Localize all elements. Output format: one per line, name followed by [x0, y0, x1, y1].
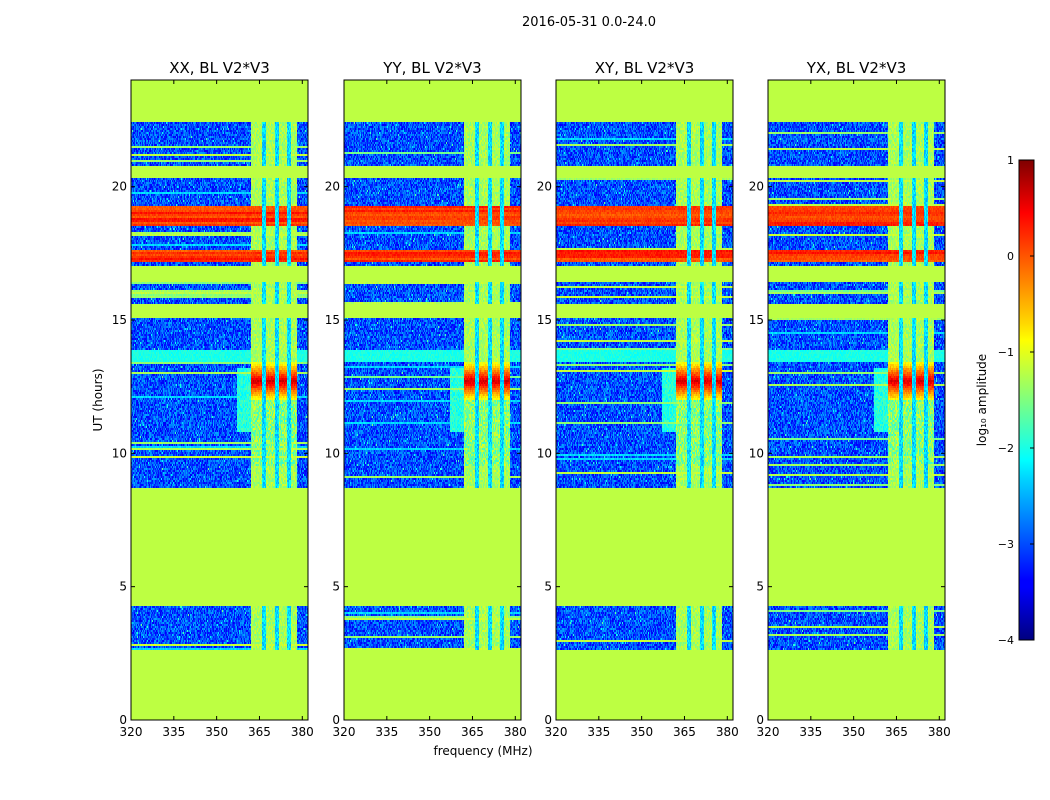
x-tick-label: 365: [248, 725, 271, 739]
x-tick-label: 350: [205, 725, 228, 739]
colorbar-tick-label: 0: [1007, 250, 1014, 263]
figure-title: 2016-05-31 0.0-24.0: [522, 15, 656, 30]
panel-title: YX, BL V2*V3: [806, 59, 907, 77]
y-tick-label: 15: [749, 313, 764, 327]
panel-yx: YX, BL V2*V3 320 335 350 365 380 0 5 10 15 20: [749, 59, 951, 739]
panel-title: XY, BL V2*V3: [595, 59, 695, 77]
colorbar-tick-label: −4: [998, 634, 1014, 647]
y-tick-label: 5: [756, 580, 764, 594]
x-tick-label: 365: [673, 725, 696, 739]
colorbar-label: log₁₀ amplitude: [975, 354, 989, 446]
y-tick-label: 5: [544, 580, 552, 594]
panel-frame: [555, 79, 734, 721]
y-tick-label: 20: [325, 180, 340, 194]
y-tick-label: 5: [119, 580, 127, 594]
y-tick-label: 0: [119, 713, 127, 727]
x-tick-label: 350: [842, 725, 865, 739]
y-tick-label: 20: [749, 180, 764, 194]
colorbar-tick-label: −3: [998, 538, 1014, 551]
x-tick-label: 320: [757, 725, 780, 739]
panel-yy: YY, BL V2*V3 320 335 350 365 380 0 5 10 15 20: [325, 59, 527, 739]
panel-frame: [767, 79, 946, 721]
x-tick-label: 320: [545, 725, 568, 739]
x-tick-label: 350: [630, 725, 653, 739]
y-tick-label: 0: [544, 713, 552, 727]
x-tick-label: 380: [291, 725, 314, 739]
y-tick-label: 15: [537, 313, 552, 327]
heatmap-yx: [768, 80, 945, 720]
panel-frame: [130, 79, 309, 721]
y-tick-label: 10: [537, 446, 552, 460]
panel-title: XX, BL V2*V3: [169, 59, 270, 77]
colorbar-tick-label: 1: [1007, 154, 1014, 167]
x-tick-label: 365: [461, 725, 484, 739]
y-tick-label: 20: [537, 180, 552, 194]
x-tick-label: 320: [120, 725, 143, 739]
x-tick-label: 335: [375, 725, 398, 739]
panel-xx: XX, BL V2*V3 320 335 350 365 380 0 5 10 15 20: [112, 59, 314, 739]
x-axis-label: frequency (MHz): [433, 744, 532, 758]
x-tick-label: 350: [418, 725, 441, 739]
y-tick-label: 0: [332, 713, 340, 727]
y-axis-label: UT (hours): [91, 368, 105, 431]
y-tick-label: 15: [112, 313, 127, 327]
colorbar-tick-label: −2: [998, 442, 1014, 455]
heatmap-xx: [131, 80, 308, 720]
heatmap-yy: [344, 80, 521, 720]
y-tick-label: 15: [325, 313, 340, 327]
x-tick-label: 380: [928, 725, 951, 739]
heatmap-xy: [556, 80, 733, 720]
colorbar-ticks: 1 0 −1 −2 −3 −4: [998, 154, 1034, 647]
x-tick-label: 320: [333, 725, 356, 739]
panel-frame: [343, 79, 522, 721]
y-tick-label: 10: [112, 446, 127, 460]
panel-title: YY, BL V2*V3: [382, 59, 481, 77]
x-tick-label: 365: [885, 725, 908, 739]
x-tick-label: 380: [716, 725, 739, 739]
colorbar: 1 0 −1 −2 −3 −4 log₁₀ amplitude: [975, 154, 1035, 647]
y-tick-label: 20: [112, 180, 127, 194]
x-tick-label: 335: [799, 725, 822, 739]
y-tick-label: 10: [325, 446, 340, 460]
y-tick-label: 10: [749, 446, 764, 460]
panel-xy: XY, BL V2*V3 320 335 350 365 380 0 5 10 15 20: [537, 59, 739, 739]
colorbar-tick-label: −1: [998, 346, 1014, 359]
x-tick-label: 335: [587, 725, 610, 739]
colorbar-gradient: [1018, 159, 1035, 641]
x-tick-label: 335: [162, 725, 185, 739]
x-tick-label: 380: [504, 725, 527, 739]
y-tick-label: 0: [756, 713, 764, 727]
y-tick-label: 5: [332, 580, 340, 594]
